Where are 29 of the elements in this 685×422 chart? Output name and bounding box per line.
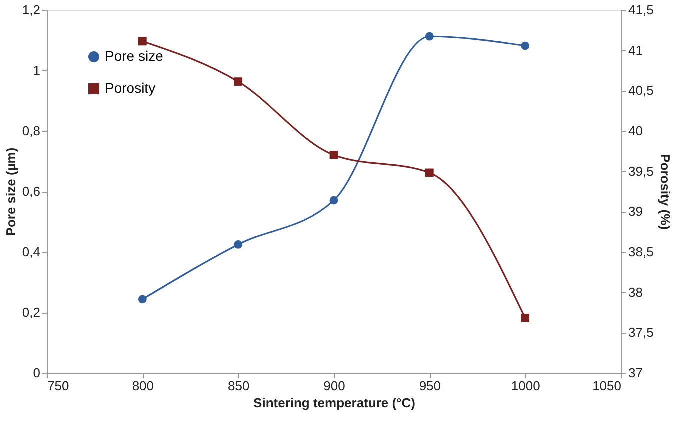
y-tick-label: 1,2 [22,2,40,18]
y-tick-label: 0,6 [22,184,40,199]
legend-label: Porosity [105,80,156,96]
y-tick-label: 0,8 [22,124,40,138]
y2-tick-label: 38,5 [628,244,654,260]
y2-tick-label: 39,5 [628,164,654,179]
y2-tick-label: 37 [628,366,643,380]
y-tick-label: 0 [33,366,40,380]
y2-tick-label: 40 [628,124,643,138]
y2-tick-label: 41 [628,42,643,58]
x-tick-label: 800 [132,378,154,394]
x-tick-label: 750 [48,378,70,394]
x-tick-label: 1050 [592,378,622,394]
x-tick-label: 950 [419,378,442,394]
y2-tick-label: 38 [628,284,643,300]
y-axis-title: Pore size (µm) [3,148,18,236]
y-tick-label: 1 [33,63,40,78]
y2-tick-label: 39 [628,204,643,220]
x-tick-label: 850 [228,378,250,394]
y-tick-label: 0,4 [22,244,40,260]
x-tick-label: 1000 [511,378,540,394]
x-tick-label: 900 [324,378,346,394]
legend-label: Pore size [105,48,164,64]
y2-tick-label: 40,5 [628,83,654,98]
y-tick-label: 0,2 [22,305,40,320]
y2-tick-label: 41,5 [628,2,654,18]
y2-axis-title: Porosity (%) [658,154,673,230]
x-axis-title: Sintering temperature (°C) [254,396,416,410]
y2-tick-label: 37,5 [628,325,654,340]
